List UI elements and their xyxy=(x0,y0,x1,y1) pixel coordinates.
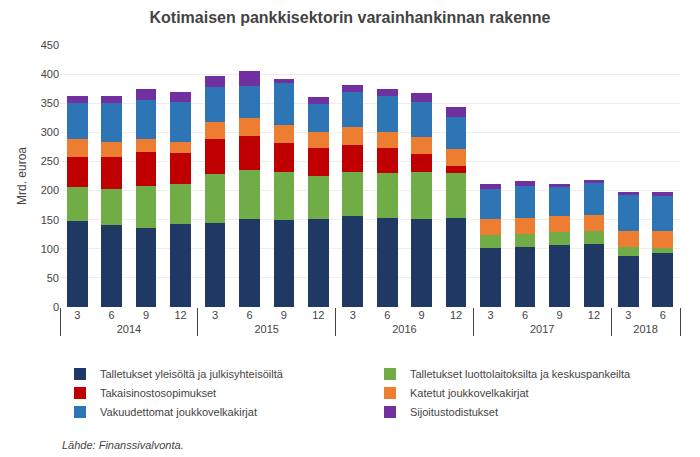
svg-text:250: 250 xyxy=(41,155,59,167)
svg-text:9: 9 xyxy=(143,309,149,321)
svg-text:9: 9 xyxy=(419,309,425,321)
svg-text:9: 9 xyxy=(556,309,562,321)
svg-text:450: 450 xyxy=(41,39,59,51)
svg-text:9: 9 xyxy=(281,309,287,321)
svg-text:350: 350 xyxy=(41,97,59,109)
svg-text:50: 50 xyxy=(47,272,59,284)
svg-text:Mrd. euroa: Mrd. euroa xyxy=(15,147,29,205)
svg-text:2018: 2018 xyxy=(633,323,657,335)
svg-text:Katetut joukkovelkakirjat: Katetut joukkovelkakirjat xyxy=(410,387,529,399)
svg-text:6: 6 xyxy=(246,309,252,321)
svg-text:Vakuudettomat joukkovelkakirja: Vakuudettomat joukkovelkakirjat xyxy=(100,406,257,418)
svg-text:200: 200 xyxy=(41,184,59,196)
svg-text:2014: 2014 xyxy=(117,323,141,335)
svg-text:Sijoitustodistukset: Sijoitustodistukset xyxy=(410,406,498,418)
svg-text:Talletukset luottolaitoksilta: Talletukset luottolaitoksilta ja keskusp… xyxy=(410,368,631,380)
svg-text:2015: 2015 xyxy=(254,323,278,335)
svg-text:100: 100 xyxy=(41,243,59,255)
svg-text:2016: 2016 xyxy=(392,323,416,335)
svg-text:3: 3 xyxy=(625,309,631,321)
svg-text:150: 150 xyxy=(41,214,59,226)
svg-text:Kotimaisen pankkisektorin vara: Kotimaisen pankkisektorin varainhankinna… xyxy=(149,9,550,26)
svg-text:Talletukset yleisöltä ja julki: Talletukset yleisöltä ja julkisyhteisöil… xyxy=(100,368,284,380)
svg-text:3: 3 xyxy=(74,309,80,321)
svg-text:6: 6 xyxy=(522,309,528,321)
svg-text:300: 300 xyxy=(41,126,59,138)
svg-text:400: 400 xyxy=(41,68,59,80)
svg-text:0: 0 xyxy=(53,301,59,313)
svg-text:6: 6 xyxy=(384,309,390,321)
svg-text:6: 6 xyxy=(660,309,666,321)
svg-text:12: 12 xyxy=(450,309,462,321)
svg-text:3: 3 xyxy=(487,309,493,321)
svg-text:Lähde: Finanssivalvonta.: Lähde: Finanssivalvonta. xyxy=(62,439,184,451)
svg-text:2017: 2017 xyxy=(530,323,554,335)
svg-text:12: 12 xyxy=(588,309,600,321)
svg-text:3: 3 xyxy=(350,309,356,321)
svg-text:12: 12 xyxy=(312,309,324,321)
svg-text:Takaisinostosopimukset: Takaisinostosopimukset xyxy=(100,387,216,399)
svg-text:12: 12 xyxy=(174,309,186,321)
svg-text:6: 6 xyxy=(109,309,115,321)
svg-text:3: 3 xyxy=(212,309,218,321)
